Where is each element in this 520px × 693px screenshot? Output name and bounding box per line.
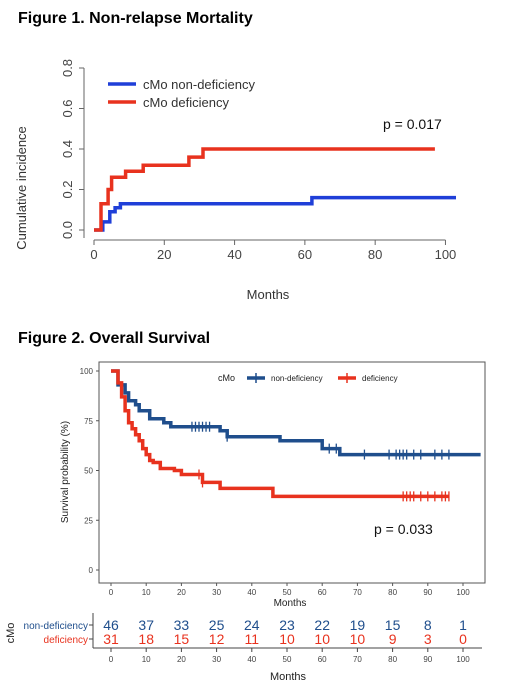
- risk-table-row-label: non-deficiency: [24, 621, 88, 632]
- nrm-x-tick-label: 20: [157, 247, 171, 262]
- os-x-tick-label: 50: [283, 588, 292, 597]
- nrm-y-tick-label: 0.4: [60, 140, 75, 158]
- os-x-axis-label: Months: [274, 598, 307, 609]
- os-y-tick-label: 100: [80, 367, 94, 376]
- nrm-axes: 0.0 0.2 0.4 0.6 0.8 0 20 40 60 80 100: [60, 59, 456, 262]
- os-series-group: [111, 369, 481, 502]
- os-y-tick-label: 25: [84, 516, 93, 525]
- nrm-x-tick-label: 100: [435, 247, 457, 262]
- risk-table-cell: 11: [245, 631, 260, 647]
- os-x-tick-label: 20: [177, 588, 186, 597]
- os-x-tick-label: 70: [353, 588, 362, 597]
- risk-table-x-tick-label: 0: [109, 655, 114, 664]
- os-x-tick-label: 80: [388, 588, 397, 597]
- risk-table-x-tick-label: 70: [353, 655, 362, 664]
- os-legend-title: cMo: [218, 373, 235, 383]
- risk-table-cell: 46: [103, 617, 119, 633]
- nrm-y-tick-label: 0.2: [60, 180, 75, 198]
- risk-table-cell: 10: [350, 631, 366, 647]
- os-legend: cMo non-deficiency deficiency: [218, 373, 398, 383]
- nrm-legend: cMo non-deficiency cMo deficiency: [108, 77, 255, 110]
- risk-table-cell: 19: [350, 617, 366, 633]
- risk-table-x-tick-label: 90: [423, 655, 432, 664]
- risk-table-x-axis-label: Months: [270, 671, 307, 683]
- os-chart: 0 25 50 75 100 0 10 20 30 40 50 60 70 80 90 100 cMo non-…: [60, 361, 486, 609]
- nrm-legend-label: cMo non-deficiency: [143, 77, 255, 92]
- os-y-tick-label: 75: [84, 417, 93, 426]
- risk-table-x-tick-label: 60: [318, 655, 327, 664]
- risk-table-cell: 31: [103, 631, 119, 647]
- os-legend-label: non-deficiency: [271, 374, 323, 383]
- os-x-tick-label: 10: [142, 588, 151, 597]
- nrm-x-tick-label: 40: [227, 247, 241, 262]
- risk-table-cell: 37: [138, 617, 154, 633]
- nrm-series-line-deficiency: [94, 147, 435, 232]
- risk-table-cell: 8: [424, 617, 432, 633]
- nrm-x-axis-label: Months: [247, 287, 290, 302]
- risk-table: cMo non-deficiency 46 37 33 25 24 23 22 19 15 8 1 de…: [5, 613, 482, 683]
- nrm-y-axis-label: Cumulative incidence: [14, 126, 29, 250]
- os-legend-label: deficiency: [362, 374, 398, 383]
- os-y-tick-label: 0: [89, 566, 94, 575]
- risk-table-cell: 9: [389, 631, 397, 647]
- nrm-y-tick-label: 0.0: [60, 221, 75, 239]
- risk-table-x-tick-label: 50: [283, 655, 292, 664]
- os-axes: 0 25 50 75 100 0 10 20 30 40 50 60 70 80 90 100: [80, 367, 471, 597]
- risk-table-cell: 12: [209, 631, 225, 647]
- risk-table-cell: 15: [385, 617, 401, 633]
- risk-table-cell: 24: [244, 617, 260, 633]
- risk-table-cell: 10: [279, 631, 295, 647]
- risk-table-cell: 18: [138, 631, 154, 647]
- risk-table-cell: 25: [209, 617, 225, 633]
- os-y-axis-label: Survival probability (%): [60, 421, 71, 523]
- risk-table-cell: 22: [314, 617, 330, 633]
- risk-table-cell: 1: [459, 617, 467, 633]
- risk-table-row-label: deficiency: [44, 635, 88, 646]
- risk-table-x-tick-label: 100: [456, 655, 470, 664]
- risk-table-cell: 10: [314, 631, 330, 647]
- risk-table-x-tick-label: 30: [212, 655, 221, 664]
- risk-table-cell: 3: [424, 631, 432, 647]
- nrm-y-tick-label: 0.8: [60, 59, 75, 77]
- nrm-x-tick-label: 0: [90, 247, 97, 262]
- nrm-series-group: [94, 147, 456, 232]
- risk-table-x-tick-label: 10: [142, 655, 151, 664]
- risk-table-cell: 15: [174, 631, 190, 647]
- os-y-tick-label: 50: [84, 467, 93, 476]
- risk-table-x-tick-label: 40: [247, 655, 256, 664]
- os-x-tick-label: 60: [318, 588, 327, 597]
- os-x-tick-label: 0: [109, 588, 114, 597]
- risk-table-x-tick-label: 20: [177, 655, 186, 664]
- risk-table-group-label: cMo: [5, 623, 17, 644]
- os-series-line-deficiency: [111, 369, 449, 499]
- risk-table-x-tick-label: 80: [388, 655, 397, 664]
- os-plot-frame: [98, 361, 486, 584]
- nrm-x-tick-label: 60: [298, 247, 312, 262]
- nrm-legend-label: cMo deficiency: [143, 95, 229, 110]
- os-p-value: p = 0.033: [374, 521, 433, 537]
- nrm-x-tick-label: 80: [368, 247, 382, 262]
- risk-table-cell: 23: [279, 617, 295, 633]
- nrm-p-value: p = 0.017: [383, 116, 442, 132]
- os-series-line-non-deficiency: [111, 369, 481, 457]
- nrm-y-tick-label: 0.6: [60, 99, 75, 117]
- figure-2-title: Figure 2. Overall Survival: [18, 330, 211, 347]
- risk-table-cell: 0: [459, 631, 467, 647]
- os-x-tick-label: 100: [456, 588, 470, 597]
- risk-table-body: non-deficiency 46 37 33 25 24 23 22 19 15 8 1 defici…: [24, 613, 482, 664]
- figure-1-title: Figure 1. Non-relapse Mortality: [18, 10, 253, 27]
- nrm-series-line-non-deficiency: [94, 195, 456, 232]
- risk-table-cell: 33: [174, 617, 190, 633]
- os-x-tick-label: 40: [247, 588, 256, 597]
- os-x-tick-label: 30: [212, 588, 221, 597]
- nrm-chart: 0.0 0.2 0.4 0.6 0.8 0 20 40 60 80 100 cMo non-defi…: [14, 59, 456, 302]
- os-x-tick-label: 90: [423, 588, 432, 597]
